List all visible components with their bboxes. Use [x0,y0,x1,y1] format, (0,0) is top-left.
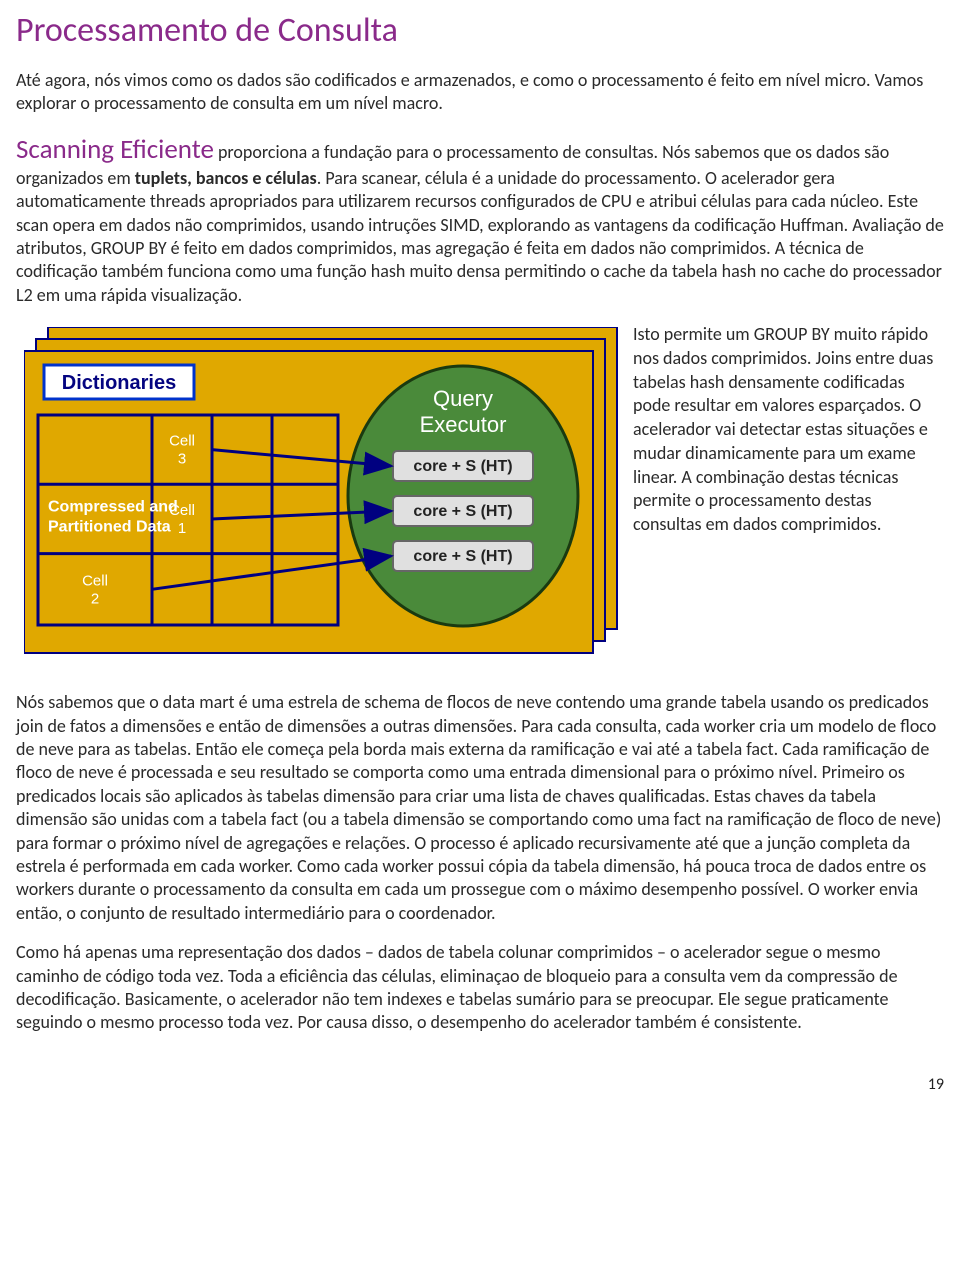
scanning-heading: Scanning Eficiente [16,133,214,166]
query-executor-diagram: Dictionaries Compressed and Partitioned Da… [24,327,619,655]
paragraph-3: Nós sabemos que o data mart é uma estrel… [16,691,944,925]
intro-paragraph: Até agora, nós vimos como os dados são c… [16,69,944,116]
svg-text:Executor: Executor [420,412,507,437]
svg-text:Query: Query [433,386,493,411]
svg-text:3: 3 [178,451,186,468]
svg-text:core + S (HT): core + S (HT) [413,503,512,520]
diagram-svg: Dictionaries Compressed and Partitioned Da… [24,327,619,655]
svg-text:1: 1 [178,520,186,537]
paragraph-4: Como há apenas uma representação dos dad… [16,941,944,1035]
svg-text:Dictionaries: Dictionaries [62,372,176,394]
svg-text:2: 2 [91,591,99,608]
svg-text:Cell: Cell [169,502,195,519]
svg-text:core + S (HT): core + S (HT) [413,458,512,475]
scanning-paragraph: Scanning Eficiente proporciona a fundaçã… [16,132,944,307]
page-title: Processamento de Consulta [16,10,944,51]
page-number: 19 [16,1075,944,1094]
svg-text:Cell: Cell [169,433,195,450]
diagram-and-side-text: Dictionaries Compressed and Partitioned Da… [16,323,944,661]
svg-text:Compressed and: Compressed and [48,499,178,516]
scanning-bold: tuplets, bancos e células [135,167,317,189]
svg-text:core + S (HT): core + S (HT) [413,548,512,565]
svg-text:Cell: Cell [82,573,108,590]
svg-text:Partitioned Data: Partitioned Data [48,519,171,536]
